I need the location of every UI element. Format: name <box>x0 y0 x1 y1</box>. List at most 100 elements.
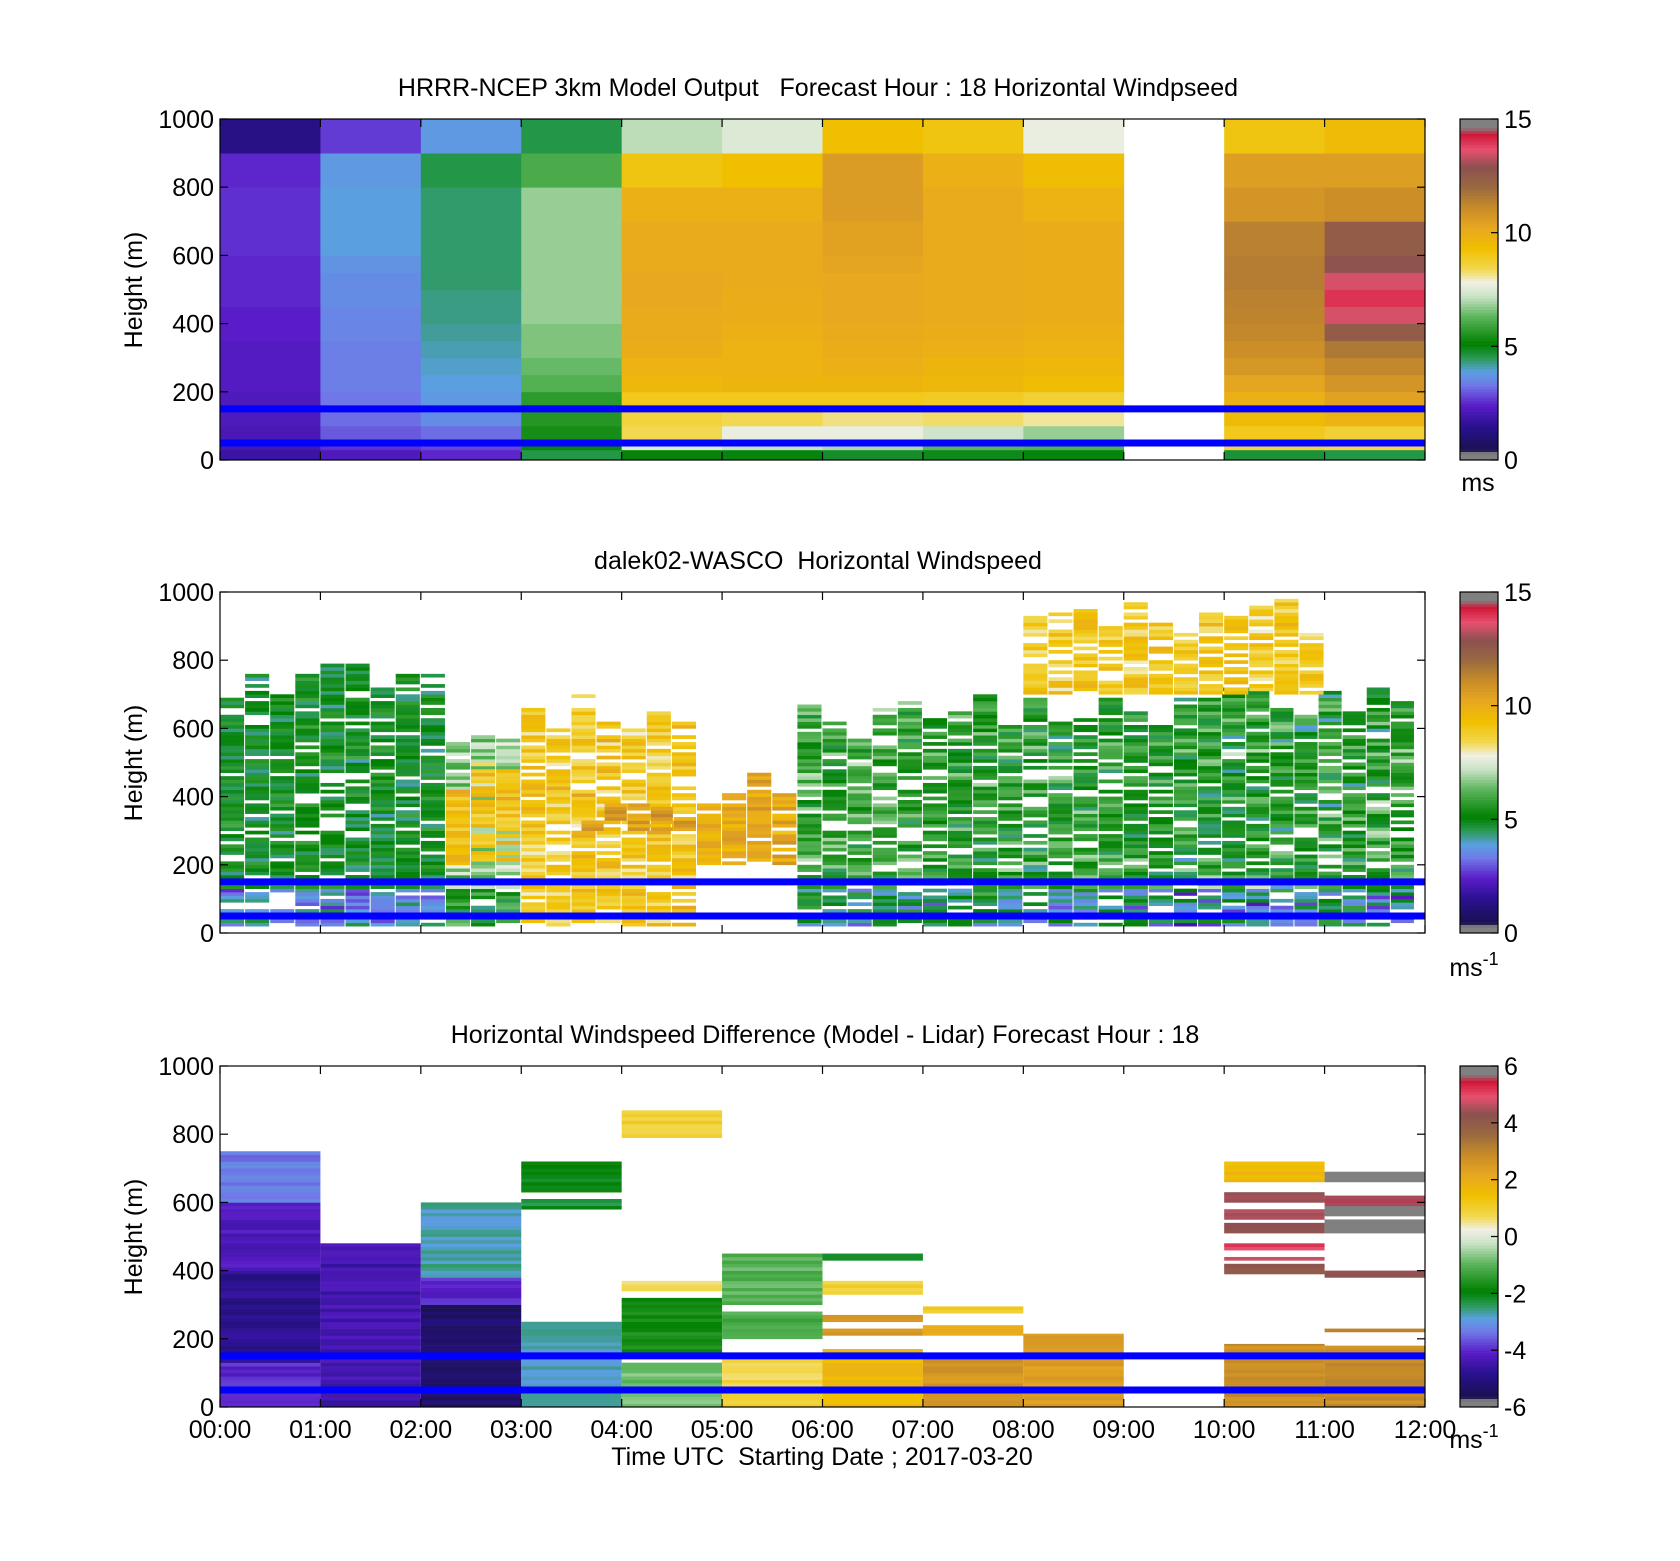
colorbar-swatch <box>1460 204 1498 208</box>
colorbar-swatch <box>1460 295 1498 299</box>
colorbar-swatch <box>1460 651 1498 656</box>
heatmap-cell <box>922 817 948 821</box>
heatmap-cell <box>722 803 747 808</box>
heatmap-cell <box>521 1338 622 1343</box>
heatmap-cell <box>571 772 596 777</box>
heatmap-cell <box>1098 895 1123 900</box>
heatmap-cell <box>1270 776 1294 780</box>
heatmap-cell <box>973 793 998 797</box>
heatmap-cell <box>1224 667 1249 671</box>
heatmap-cell <box>1342 711 1366 716</box>
heatmap-cell <box>822 803 847 808</box>
heatmap-cell <box>546 919 571 924</box>
colorbar-swatch <box>1460 1290 1498 1294</box>
colorbar-swatch <box>1460 1404 1498 1408</box>
heatmap-cell <box>1366 875 1390 879</box>
heatmap-cell <box>1318 830 1342 835</box>
heatmap-cell <box>370 711 395 716</box>
heatmap-cell <box>1324 1328 1425 1333</box>
heatmap-cell <box>1294 718 1318 722</box>
colorbar-swatch <box>1460 417 1498 421</box>
heatmap-cell <box>395 919 420 924</box>
heatmap-cell <box>1198 919 1222 924</box>
heatmap-cell <box>973 840 998 845</box>
heatmap-cell <box>822 1284 923 1288</box>
heatmap-cell <box>521 718 546 722</box>
heatmap-cell <box>370 762 395 767</box>
heatmap-cell <box>1318 871 1342 876</box>
colorbar-swatch <box>1460 164 1498 168</box>
heatmap-cell <box>797 789 822 794</box>
heatmap-cell <box>1249 677 1274 681</box>
heatmap-cell <box>1366 711 1390 716</box>
heatmap-cell <box>822 735 847 739</box>
colorbar-swatch <box>1460 677 1498 681</box>
heatmap-cell <box>1123 793 1148 797</box>
heatmap-cell <box>345 864 370 869</box>
heatmap-cell <box>395 871 420 876</box>
heatmap-cell <box>1023 892 1048 896</box>
heatmap-cell <box>345 892 370 896</box>
colorbar-swatch <box>1460 1293 1498 1297</box>
y-tick-label: 0 <box>200 920 214 948</box>
heatmap-cell <box>521 875 546 879</box>
heatmap-cell <box>1294 902 1318 907</box>
heatmap-cell <box>345 810 370 814</box>
heatmap-cell <box>922 1396 1024 1401</box>
heatmap-cell <box>320 1294 421 1299</box>
colorbar-tick-label: -2 <box>1504 1280 1526 1308</box>
heatmap-cell <box>1324 425 1426 440</box>
heatmap-cell <box>596 724 621 729</box>
heatmap-cell <box>546 759 571 763</box>
heatmap-cell <box>1148 660 1173 664</box>
heatmap-cell <box>245 857 270 862</box>
colorbar-tick-label: 10 <box>1504 220 1532 248</box>
heatmap-cell <box>998 830 1023 835</box>
colorbar-swatch <box>1460 1307 1498 1311</box>
heatmap-cell <box>521 408 623 427</box>
heatmap-cell <box>822 789 847 794</box>
heatmap-cell <box>1073 670 1098 675</box>
heatmap-cell <box>571 885 596 889</box>
heatmap-cell <box>1324 340 1426 359</box>
heatmap-cell <box>521 1161 622 1166</box>
heatmap-cell <box>1023 701 1048 705</box>
heatmap-cell <box>897 752 922 756</box>
heatmap-cell <box>1324 1366 1425 1370</box>
heatmap-cell <box>1048 861 1073 866</box>
heatmap-cell <box>1073 851 1098 855</box>
heatmap-cell <box>1173 728 1198 733</box>
heatmap-cell <box>646 868 671 872</box>
heatmap-cell <box>1073 742 1098 746</box>
heatmap-cell <box>320 707 345 712</box>
heatmap-cell <box>1366 885 1390 889</box>
heatmap-cell <box>420 1376 522 1381</box>
heatmap-cell <box>722 1318 823 1323</box>
heatmap-cell <box>621 449 723 461</box>
heatmap-cell <box>596 861 621 866</box>
heatmap-cell <box>1198 735 1222 739</box>
heatmap-cell <box>420 789 445 794</box>
colorbar-swatch <box>1460 856 1498 860</box>
heatmap-cell <box>1173 639 1199 644</box>
heatmap-cell <box>1023 765 1048 770</box>
heatmap-cell <box>1318 701 1342 705</box>
heatmap-cell <box>320 1304 421 1309</box>
colorbar-swatch <box>1460 842 1498 846</box>
heatmap-cell <box>1198 786 1222 791</box>
heatmap-cell <box>270 793 295 797</box>
heatmap-cell <box>1173 680 1199 685</box>
heatmap-cell <box>471 861 496 866</box>
heatmap-cell <box>797 817 822 821</box>
heatmap-cell <box>1173 643 1199 647</box>
heatmap-cell <box>747 800 772 804</box>
heatmap-cell <box>671 752 696 756</box>
heatmap-cell <box>1224 1256 1325 1261</box>
heatmap-cell <box>847 772 872 777</box>
heatmap-cell <box>320 1325 421 1329</box>
heatmap-cell <box>445 854 471 859</box>
heatmap-cell <box>973 892 998 896</box>
heatmap-cell <box>722 1311 823 1316</box>
heatmap-cell <box>847 806 872 811</box>
heatmap-cell <box>822 1400 923 1404</box>
